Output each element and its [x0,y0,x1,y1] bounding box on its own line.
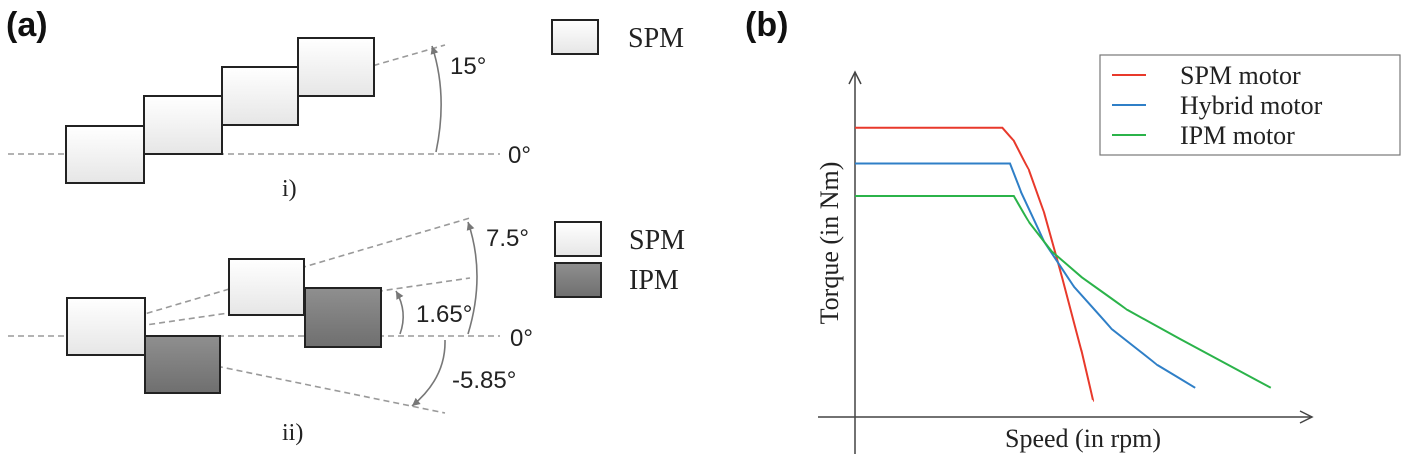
legend-ipm-label-ii: IPM [629,265,679,296]
spm-block-ii-2 [228,258,305,316]
angle-arc-bottom-ii [411,339,446,407]
diagram-ii: 7.5° 1.65° 0° -5.85° ii) [8,217,533,446]
ipm-block-ii-2 [304,287,382,348]
x-axis-arrowhead [1299,410,1314,424]
angle-0-label-i: 0° [508,142,531,169]
legend-i: SPM [551,19,684,55]
series-line-2 [855,195,1272,389]
series-line-1 [855,162,1196,389]
series-line-0 [855,126,1095,402]
caption-ii: ii) [282,420,303,446]
panel-b-label: (b) [745,6,788,44]
legend-label-2: IPM motor [1180,121,1295,150]
legend-spm-label-i: SPM [628,23,684,54]
ipm-block-ii-1 [144,335,221,394]
legend-label-1: Hybrid motor [1180,91,1323,120]
torque-speed-chart: Speed (in rpm) Torque (in Nm) SPM motorH… [815,54,1401,454]
spm-block-2 [143,95,223,155]
angle-1-65-label: 1.65° [416,301,472,328]
legend-spm-swatch-i [551,19,599,55]
spm-block-ii-1 [66,297,146,356]
angle-0-label-ii: 0° [510,325,533,352]
panel-a-label: (a) [6,6,48,44]
legend-ipm-swatch-ii [554,262,602,298]
caption-i: i) [282,176,297,202]
legend-spm-swatch-ii [554,221,602,257]
legend-label-0: SPM motor [1180,61,1301,90]
legend-spm-label-ii: SPM [629,225,685,256]
y-axis-arrowhead [848,70,862,85]
angle-arc-mid-ii [395,290,404,335]
diagram-i: 15° 0° i) [8,37,531,202]
spm-block-4 [297,37,375,97]
angle-neg-5-85-label: -5.85° [452,367,516,394]
legend-ii: SPM IPM [554,221,685,298]
angle-15-label: 15° [450,53,486,80]
angle-arc-top-ii [466,221,478,335]
x-axis-label: Speed (in rpm) [1005,424,1161,453]
spm-block-1 [65,125,145,184]
spm-block-3 [221,66,299,126]
angle-7-5-label: 7.5° [486,225,529,252]
series-layer [855,126,1272,402]
angle-arc-i [430,45,442,153]
legend-box [1099,54,1401,156]
y-axis-label: Torque (in Nm) [815,162,844,325]
